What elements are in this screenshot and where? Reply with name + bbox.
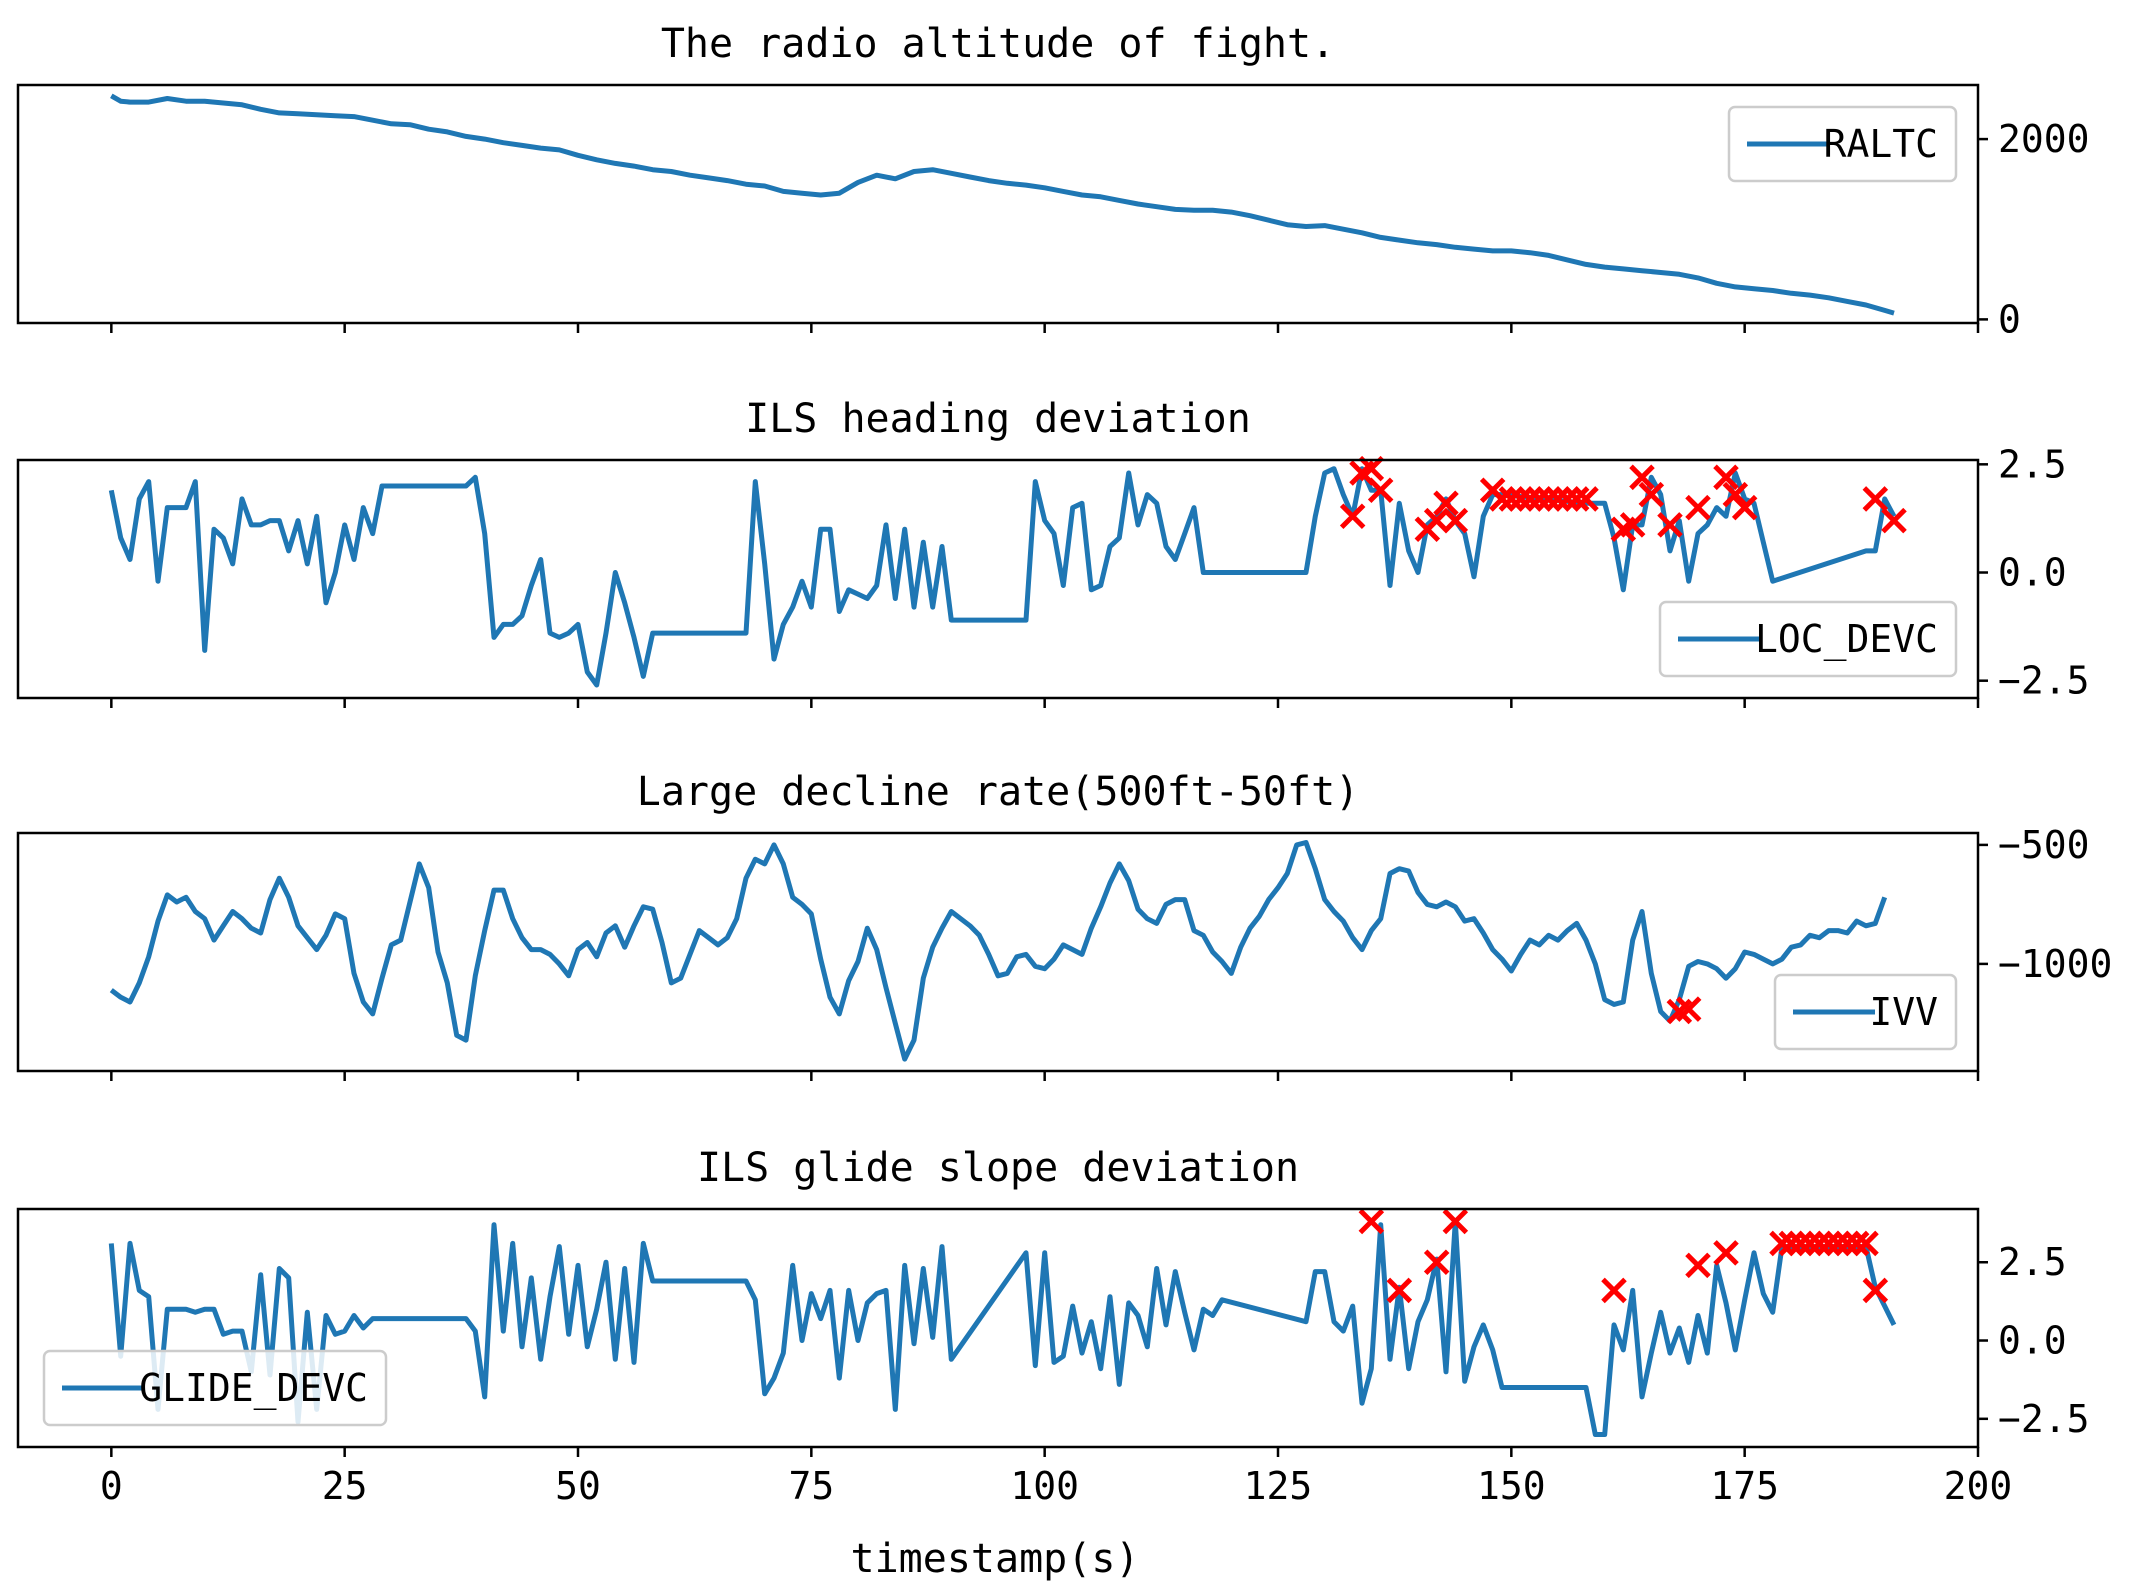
legend: LOC_DEVC (1658, 600, 1958, 678)
anomaly-marker (1358, 1208, 1385, 1235)
subplot-title: Large decline rate(500ft-50ft) (637, 769, 1359, 815)
anomaly-marker (1629, 464, 1655, 491)
anomaly-marker (1862, 486, 1889, 512)
legend-label: GLIDE_DEVC (139, 1366, 368, 1411)
anomaly-marker (1498, 486, 1525, 512)
legend-label: LOC_DEVC (1755, 617, 1938, 662)
anomaly-marker (1834, 1230, 1861, 1257)
x-tick-label: 175 (1710, 1464, 1779, 1508)
anomaly-marker (1675, 996, 1702, 1022)
y-tick-label: 2.5 (1998, 1240, 2067, 1284)
axes-frame (16, 1207, 1980, 1449)
x-tick-label: 200 (1944, 1464, 2013, 1508)
anomaly-marker (1815, 1230, 1842, 1257)
anomaly-marker (1535, 486, 1562, 512)
subplot-title: ILS heading deviation (745, 396, 1251, 442)
anomaly-marker (1442, 1208, 1469, 1235)
anomaly-marker (1619, 512, 1646, 538)
legend: IVV (1773, 973, 1958, 1051)
y-tick-label: 0.0 (1998, 1319, 2067, 1363)
y-tick-label: −2.5 (1998, 659, 2090, 703)
anomaly-marker (1685, 1252, 1711, 1279)
anomaly-marker (1545, 486, 1571, 512)
x-tick-label: 50 (555, 1464, 601, 1508)
anomaly-marker (1573, 486, 1599, 512)
series-line-IVV (109, 840, 1888, 1062)
legend-box (1658, 600, 1958, 678)
y-tick-label: 2000 (1998, 117, 2090, 161)
anomaly-marker (1731, 494, 1758, 521)
subplot-3: Large decline rate(500ft-50ft) −500 −1000 I… (16, 769, 2112, 1081)
subplot-title: ILS glide slope deviation (697, 1145, 1299, 1191)
anomaly-marker (1442, 507, 1469, 534)
y-tick-label: −1000 (1998, 942, 2112, 986)
anomaly-markers (1666, 996, 1702, 1025)
y-tick-label: 0.0 (1998, 551, 2067, 595)
x-tick-label: 125 (1244, 1464, 1313, 1508)
anomaly-marker (1787, 1230, 1814, 1257)
anomaly-markers (1339, 455, 1907, 543)
legend-box (1727, 105, 1958, 183)
anomaly-marker (1862, 1277, 1889, 1304)
anomaly-marker (1507, 486, 1534, 512)
legend: GLIDE_DEVC (42, 1349, 388, 1427)
axes-frame (16, 83, 1980, 325)
axes-frame (16, 458, 1980, 700)
anomaly-marker (1554, 486, 1581, 512)
anomaly-marker (1563, 486, 1590, 512)
anomaly-marker (1657, 512, 1683, 538)
anomaly-marker (1423, 507, 1450, 534)
subplot-title: The radio altitude of fight. (661, 21, 1335, 67)
anomaly-marker (1685, 494, 1711, 521)
anomaly-markers (1358, 1208, 1889, 1304)
subplot-2: ILS heading deviation 2.5 0.0 −2.5 LOC_DEVC (16, 396, 2090, 708)
series-line-LOC_DEVC (108, 466, 1897, 688)
x-tick-label: 75 (788, 1464, 834, 1508)
legend-label: IVV (1869, 990, 1938, 1034)
x-tick-label: 25 (322, 1464, 368, 1508)
anomaly-marker (1386, 1277, 1413, 1304)
x-tick-label: 0 (100, 1464, 123, 1508)
anomaly-marker (1713, 1240, 1739, 1266)
anomaly-marker (1517, 486, 1543, 512)
legend: RALTC (1727, 105, 1958, 183)
x-tick-label: 100 (1010, 1464, 1079, 1508)
anomaly-marker (1423, 1249, 1450, 1276)
x-tick-label: 150 (1477, 1464, 1546, 1508)
series-line-GLIDE_DEVC (108, 1219, 1897, 1437)
anomaly-marker (1769, 1230, 1795, 1257)
anomaly-marker (1722, 481, 1749, 508)
anomaly-marker (1526, 486, 1553, 512)
y-tick-label: 2.5 (1998, 442, 2067, 486)
series-line-RALTC (110, 93, 1895, 316)
subplot-4: ILS glide slope deviation 0 25 50 75 100 125 15… (16, 1145, 2090, 1508)
anomaly-marker (1433, 490, 1459, 517)
anomaly-marker (1489, 486, 1515, 512)
anomaly-marker (1843, 1230, 1870, 1257)
anomaly-marker (1778, 1230, 1805, 1257)
anomaly-marker (1797, 1230, 1823, 1257)
anomaly-marker (1713, 464, 1739, 491)
anomaly-marker (1367, 477, 1394, 504)
subplots-group: The radio altitude of fight.02000RALTCIL… (16, 21, 2112, 1508)
anomaly-marker (1601, 1277, 1627, 1304)
anomaly-marker (1881, 507, 1907, 534)
y-tick-label: 0 (1998, 297, 2021, 341)
subplot-1: The radio altitude of fight. 0 2000 RALTC (16, 21, 2090, 341)
legend-label: RALTC (1824, 122, 1938, 166)
anomaly-marker (1806, 1230, 1833, 1257)
y-tick-label: −2.5 (1998, 1397, 2090, 1441)
anomaly-marker (1825, 1230, 1851, 1257)
anomaly-marker (1853, 1230, 1879, 1257)
anomaly-marker (1339, 503, 1366, 530)
y-tick-label: −500 (1998, 823, 2090, 867)
legend-box (42, 1349, 388, 1427)
anomaly-marker (1638, 481, 1665, 508)
anomaly-marker (1358, 455, 1385, 482)
x-axis-label: timestamp(s) (851, 1536, 1140, 1582)
axes-frame (16, 831, 1980, 1073)
